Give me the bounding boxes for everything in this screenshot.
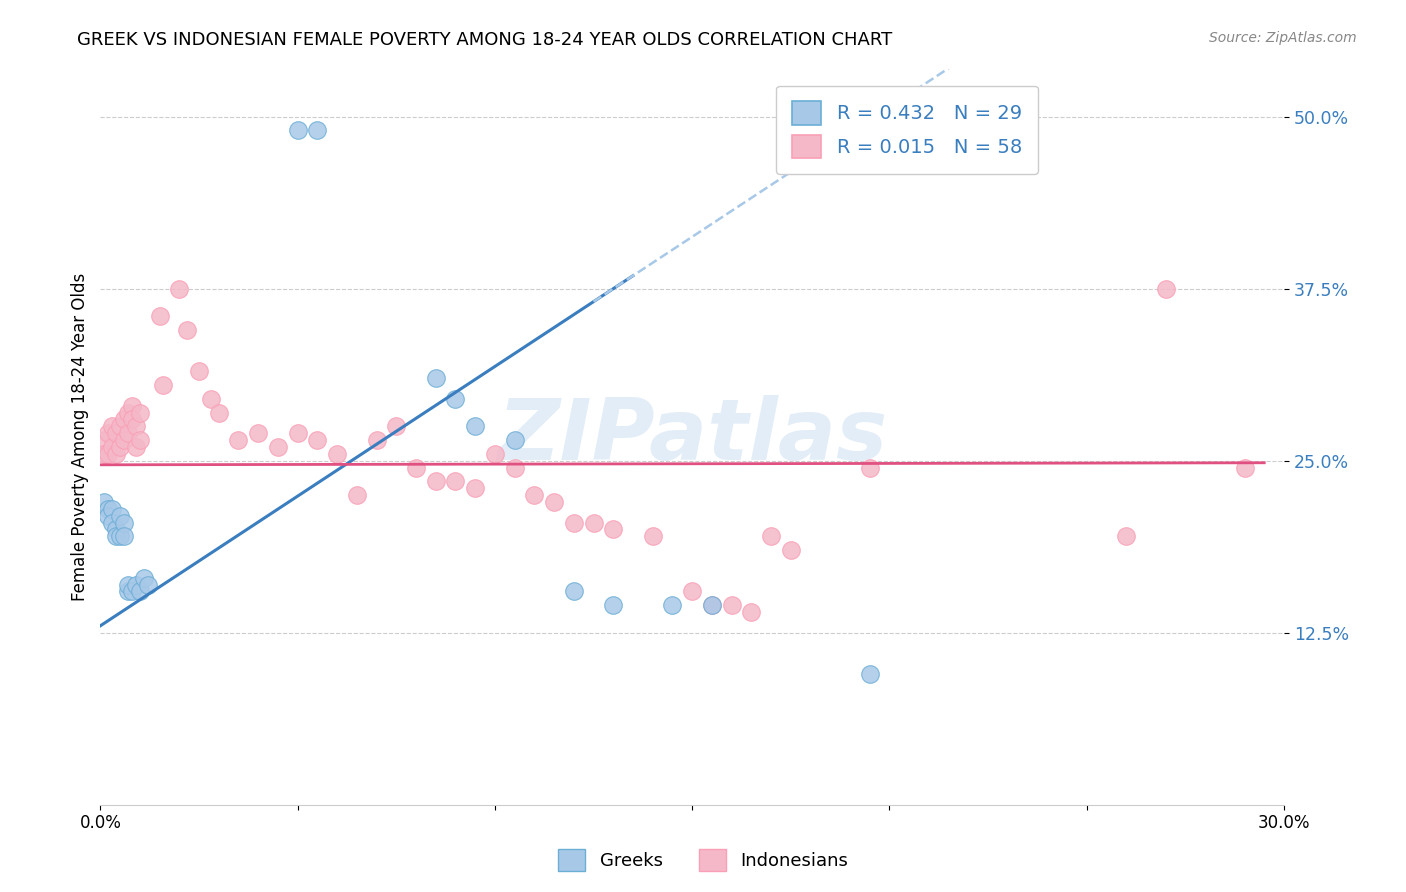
Point [188,364,211,378]
Point [720,598,742,612]
Point [93,447,115,461]
Point [700,598,723,612]
Point [117,584,139,599]
Point [97,508,120,523]
Point [125,577,148,591]
Text: Source: ZipAtlas.com: Source: ZipAtlas.com [1209,31,1357,45]
Point [464,419,486,434]
Point [425,475,447,489]
Point [641,529,664,543]
Point [117,577,139,591]
Point [503,460,526,475]
Point [859,667,882,681]
Y-axis label: Female Poverty Among 18-24 Year Olds: Female Poverty Among 18-24 Year Olds [72,272,89,600]
Point [128,405,150,419]
Point [121,584,143,599]
Point [128,584,150,599]
Point [132,571,155,585]
Point [108,440,131,454]
Point [121,399,143,413]
Point [602,523,624,537]
Point [1233,460,1256,475]
Point [307,433,329,447]
Point [287,426,309,441]
Point [267,440,290,454]
Point [176,323,198,337]
Point [385,419,408,434]
Point [1154,282,1177,296]
Point [444,475,467,489]
Point [346,488,368,502]
Text: GREEK VS INDONESIAN FEMALE POVERTY AMONG 18-24 YEAR OLDS CORRELATION CHART: GREEK VS INDONESIAN FEMALE POVERTY AMONG… [77,31,893,49]
Point [208,405,231,419]
Point [1115,529,1137,543]
Point [523,488,546,502]
Point [464,481,486,495]
Point [700,598,723,612]
Point [779,543,801,558]
Point [444,392,467,406]
Point [148,309,170,323]
Point [125,440,148,454]
Point [562,516,585,530]
Point [97,447,120,461]
Point [405,460,427,475]
Point [108,419,131,434]
Point [108,508,131,523]
Point [105,529,128,543]
Point [112,529,135,543]
Point [247,426,270,441]
Point [503,433,526,447]
Point [287,123,309,137]
Point [105,447,128,461]
Point [307,123,329,137]
Point [425,371,447,385]
Point [112,433,135,447]
Legend: Greeks, Indonesians: Greeks, Indonesians [551,842,855,879]
Point [101,419,124,434]
Point [93,495,115,509]
Point [228,433,250,447]
Point [105,426,128,441]
Point [97,501,120,516]
Point [740,605,762,619]
Point [112,516,135,530]
Point [101,501,124,516]
Point [681,584,703,599]
Point [105,523,128,537]
Point [543,495,565,509]
Point [97,426,120,441]
Point [117,426,139,441]
Point [602,598,624,612]
Point [366,433,388,447]
Text: ZIPatlas: ZIPatlas [498,395,887,478]
Point [112,412,135,426]
Point [101,440,124,454]
Point [93,433,115,447]
Point [108,529,131,543]
Legend: R = 0.432   N = 29, R = 0.015   N = 58: R = 0.432 N = 29, R = 0.015 N = 58 [776,86,1038,174]
Point [200,392,222,406]
Point [117,405,139,419]
Point [326,447,349,461]
Point [121,412,143,426]
Point [661,598,683,612]
Point [759,529,782,543]
Point [125,419,148,434]
Point [136,577,159,591]
Point [484,447,506,461]
Point [582,516,605,530]
Point [128,433,150,447]
Point [101,516,124,530]
Point [152,378,174,392]
Point [859,460,882,475]
Point [562,584,585,599]
Point [167,282,190,296]
